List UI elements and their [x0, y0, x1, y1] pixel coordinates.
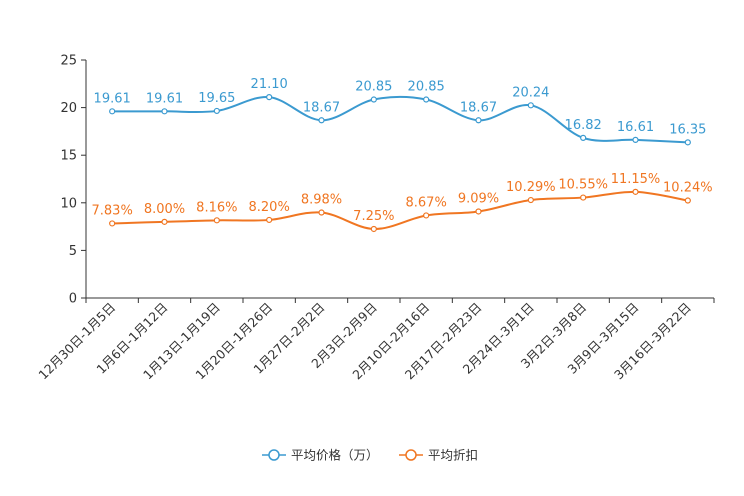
data-label: 8.98% [301, 193, 342, 208]
data-point[interactable] [527, 196, 534, 204]
y-tick-label: 20 [60, 101, 77, 116]
data-label: 7.83% [92, 203, 133, 218]
data-label: 20.85 [408, 80, 445, 95]
data-point[interactable] [318, 209, 325, 216]
data-point[interactable] [161, 108, 168, 115]
y-tick-label: 10 [60, 196, 77, 211]
data-labels: 19.61 19.61 19.65 21.10 18.67 20.85 20.85 18.67… [92, 77, 713, 224]
data-point[interactable] [475, 117, 482, 124]
data-label: 10.24% [663, 181, 713, 196]
data-point[interactable] [161, 218, 168, 225]
data-label: 8.16% [196, 200, 237, 215]
data-label: 10.55% [558, 178, 608, 193]
legend-marker-icon [405, 449, 417, 461]
data-point[interactable] [423, 96, 430, 103]
data-label: 18.67 [303, 100, 340, 115]
data-label: 21.10 [251, 77, 288, 92]
data-label: 9.09% [458, 191, 499, 206]
data-label: 10.29% [506, 180, 556, 195]
data-label: 11.15% [611, 172, 661, 187]
data-label: 19.65 [198, 91, 235, 106]
data-label: 16.82 [565, 118, 602, 133]
data-point[interactable] [213, 217, 220, 224]
data-point[interactable] [580, 194, 587, 201]
data-point[interactable] [527, 102, 534, 109]
legend[interactable]: 平均价格（万） 平均折扣 [262, 448, 478, 463]
data-label: 8.20% [249, 200, 290, 215]
legend-marker-icon [268, 449, 280, 461]
data-point[interactable] [632, 136, 639, 143]
legend-item-2[interactable]: 平均折扣 [399, 448, 478, 463]
data-point[interactable] [370, 96, 377, 103]
y-tick-label: 0 [69, 292, 77, 307]
data-point[interactable] [475, 208, 482, 215]
y-tick-label: 15 [60, 149, 77, 164]
legend-item-1[interactable]: 平均价格（万） [262, 448, 379, 463]
series-line-1 [112, 95, 688, 144]
data-label: 16.35 [669, 122, 706, 137]
data-label: 18.67 [460, 100, 497, 115]
data-label: 20.85 [355, 80, 392, 95]
data-point[interactable] [370, 225, 377, 233]
data-label: 8.00% [144, 202, 185, 217]
data-point[interactable] [213, 107, 220, 115]
data-label: 16.61 [617, 120, 654, 135]
data-point[interactable] [632, 188, 639, 195]
data-label: 19.61 [146, 91, 183, 106]
data-point[interactable] [266, 94, 273, 101]
data-label: 8.67% [406, 195, 447, 210]
data-point[interactable] [684, 197, 691, 204]
data-point[interactable] [423, 212, 430, 219]
y-tick-label: 5 [69, 244, 77, 259]
data-point[interactable] [109, 220, 116, 227]
series-layer [109, 94, 691, 233]
data-label: 19.61 [94, 91, 131, 106]
data-point[interactable] [580, 134, 587, 141]
data-label: 20.24 [512, 85, 549, 100]
data-point[interactable] [318, 117, 325, 124]
y-tick-label: 25 [60, 54, 77, 69]
data-point[interactable] [109, 108, 116, 115]
series-line-2 [112, 190, 688, 230]
data-label: 7.25% [353, 209, 394, 224]
data-point[interactable] [266, 216, 273, 224]
legend-label: 平均价格（万） [291, 448, 379, 463]
legend-label: 平均折扣 [428, 448, 478, 463]
data-point[interactable] [684, 139, 691, 146]
